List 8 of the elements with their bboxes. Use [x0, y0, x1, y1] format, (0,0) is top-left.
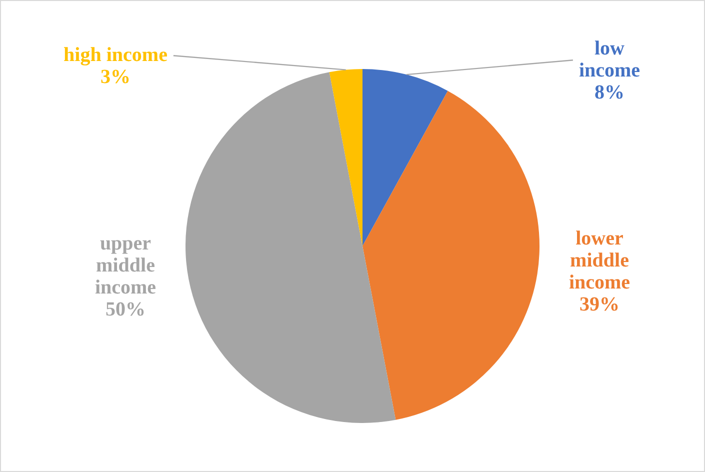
slice-label: low income — [578, 37, 640, 82]
slice-label: high income — [64, 44, 168, 66]
data-label: 39% — [580, 293, 620, 316]
data-label: 8% — [594, 81, 624, 104]
slice-label: upper middle income — [94, 232, 156, 299]
data-label: 3% — [100, 66, 130, 88]
data-label: 50% — [106, 298, 146, 321]
slice-label: lower middle income — [568, 227, 630, 294]
